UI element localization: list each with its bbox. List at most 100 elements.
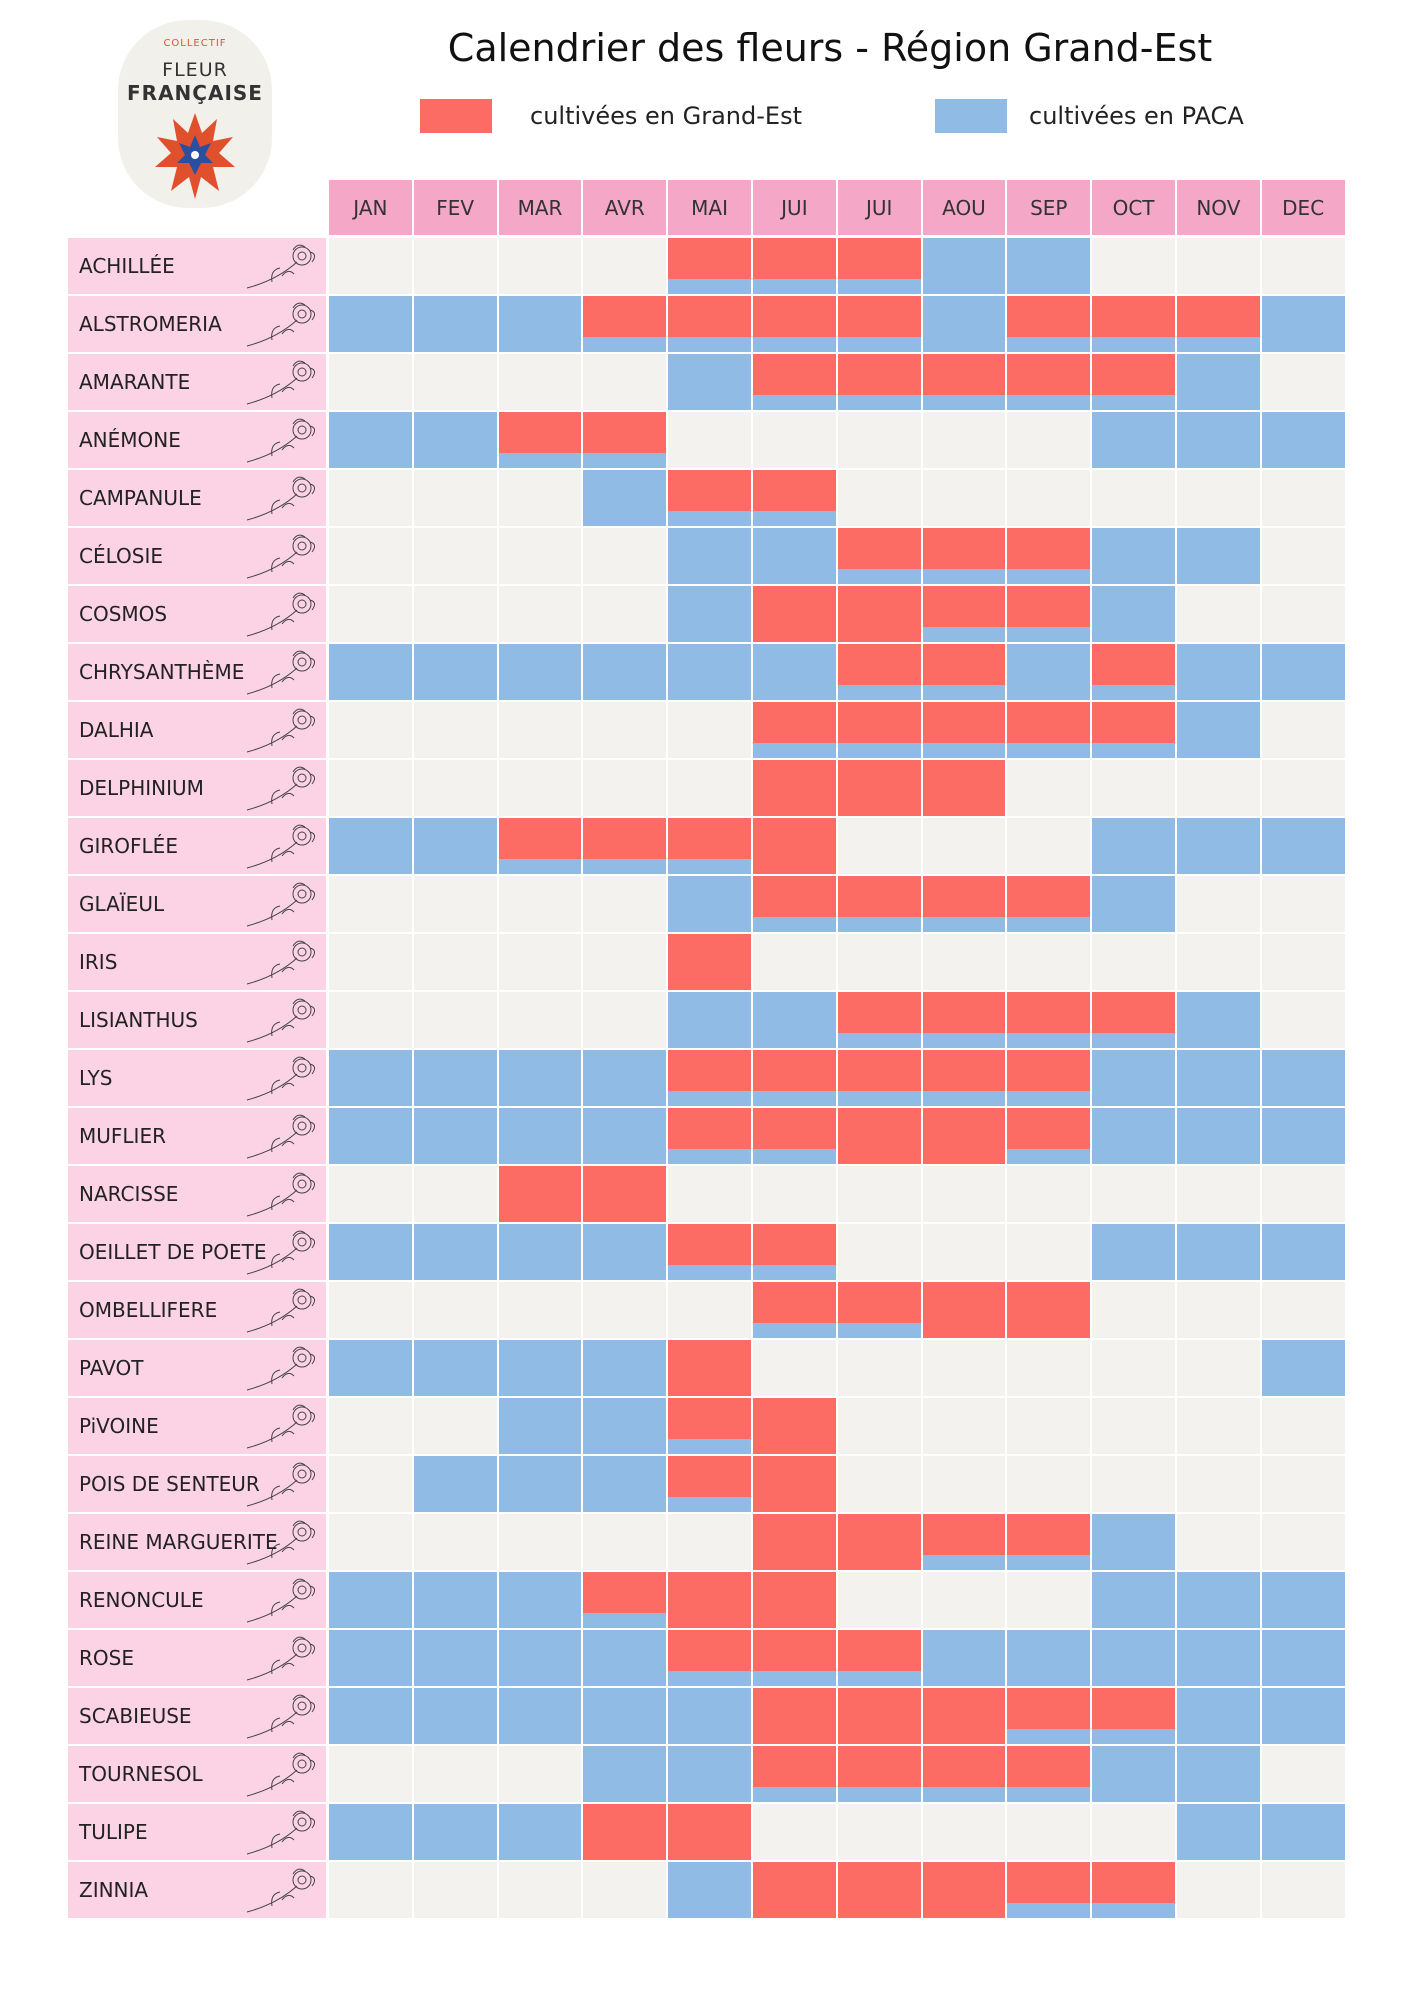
grand-est-fill (922, 528, 1006, 569)
grand-est-fill (1007, 1688, 1091, 1729)
flower-name: IRIS (79, 950, 118, 974)
cell-grand-est-and-paca (752, 354, 836, 410)
cell-empty (1092, 1456, 1175, 1512)
cell-grand-est-and-paca (668, 1108, 751, 1164)
month-header: JUI (752, 180, 836, 235)
cell-paca (329, 644, 412, 700)
flower-name: GIROFLÉE (79, 834, 178, 858)
flower-row: LYS (68, 1049, 1346, 1107)
cell-empty (1176, 586, 1260, 642)
flower-sketch-icon (246, 766, 316, 811)
cell-empty (498, 528, 582, 584)
cell-empty (1261, 1456, 1345, 1512)
cell-grand-est (752, 1688, 836, 1744)
flower-label-cell: REINE MARGUERITE (68, 1514, 326, 1570)
cell-paca (668, 876, 751, 932)
flower-label-cell: ZINNIA (68, 1862, 326, 1918)
flower-row: OEILLET DE POETE (68, 1223, 1346, 1281)
flower-label-cell: LYS (68, 1050, 326, 1106)
grand-est-fill (837, 992, 921, 1033)
cell-grand-est-and-paca (837, 992, 921, 1048)
flower-label-cell: GIROFLÉE (68, 818, 326, 874)
cell-grand-est (837, 1108, 921, 1164)
cell-grand-est-and-paca (837, 702, 921, 758)
grand-est-fill (922, 1514, 1006, 1555)
grand-est-fill (668, 1108, 751, 1149)
flower-sketch-icon (246, 476, 316, 521)
flower-sketch-icon (246, 1752, 316, 1797)
grand-est-fill (1092, 644, 1175, 685)
legend-grand-est: cultivées en Grand-Est (420, 98, 802, 134)
cell-paca (1176, 1224, 1260, 1280)
cell-empty (1007, 470, 1091, 526)
cell-empty (1007, 1398, 1091, 1454)
cell-empty (837, 818, 921, 874)
flower-row: ZINNIA (68, 1861, 1346, 1919)
flower-sketch-icon (246, 1810, 316, 1855)
cell-empty (1007, 1572, 1091, 1628)
cell-paca (498, 1050, 582, 1106)
cell-empty (413, 876, 497, 932)
cell-empty (329, 1282, 412, 1338)
grand-est-fill (1007, 296, 1091, 337)
grand-est-fill (498, 412, 582, 453)
cell-empty (1007, 818, 1091, 874)
cell-paca (668, 644, 751, 700)
cell-empty (922, 818, 1006, 874)
cell-paca (1092, 412, 1175, 468)
cell-grand-est (922, 1108, 1006, 1164)
cell-grand-est-and-paca (922, 586, 1006, 642)
cell-paca (498, 644, 582, 700)
cell-grand-est-and-paca (668, 1630, 751, 1686)
cell-grand-est (837, 586, 921, 642)
grand-est-fill (1092, 296, 1175, 337)
flower-rows: ACHILLÉE ALSTROMERIA AMARANTE ANÉMONE CAMPAN… (68, 237, 1346, 1919)
cell-paca (1092, 528, 1175, 584)
cell-empty (498, 934, 582, 990)
grand-est-fill (1092, 992, 1175, 1033)
cell-paca (1261, 412, 1345, 468)
grand-est-fill (837, 528, 921, 569)
cell-paca (1092, 586, 1175, 642)
cell-grand-est-and-paca (1007, 1108, 1091, 1164)
flower-row: NARCISSE (68, 1165, 1346, 1223)
cell-empty (1007, 1166, 1091, 1222)
month-header: JUI (837, 180, 921, 235)
grand-est-fill (837, 1746, 921, 1787)
cell-empty (668, 412, 751, 468)
flower-label-cell: CÉLOSIE (68, 528, 326, 584)
month-header: NOV (1176, 180, 1260, 235)
cell-empty (668, 760, 751, 816)
flower-row: CAMPANULE (68, 469, 1346, 527)
cell-empty (329, 992, 412, 1048)
cell-empty (583, 1282, 667, 1338)
flower-row: GIROFLÉE (68, 817, 1346, 875)
cell-empty (1176, 470, 1260, 526)
cell-paca (922, 296, 1006, 352)
grand-est-fill (1092, 702, 1175, 743)
cell-paca (413, 1050, 497, 1106)
cell-empty (1261, 934, 1345, 990)
grand-est-fill (922, 354, 1006, 395)
flower-row: COSMOS (68, 585, 1346, 643)
flower-sketch-icon (246, 998, 316, 1043)
cell-empty (1261, 1166, 1345, 1222)
cell-paca (668, 1862, 751, 1918)
flower-name: MUFLIER (79, 1124, 166, 1148)
grand-est-fill (837, 1630, 921, 1671)
cell-empty (1176, 1862, 1260, 1918)
cell-paca (752, 644, 836, 700)
cell-empty (1176, 1340, 1260, 1396)
cell-empty (413, 1282, 497, 1338)
cell-empty (1092, 1804, 1175, 1860)
flower-sketch-icon (246, 708, 316, 753)
cell-grand-est-and-paca (837, 876, 921, 932)
month-header: DEC (1261, 180, 1345, 235)
cell-empty (1092, 934, 1175, 990)
cell-empty (1261, 1746, 1345, 1802)
cell-empty (922, 1398, 1006, 1454)
cell-grand-est-and-paca (837, 1050, 921, 1106)
flower-sketch-icon (246, 418, 316, 463)
cell-grand-est-and-paca (922, 876, 1006, 932)
flower-name: REINE MARGUERITE (79, 1530, 278, 1554)
